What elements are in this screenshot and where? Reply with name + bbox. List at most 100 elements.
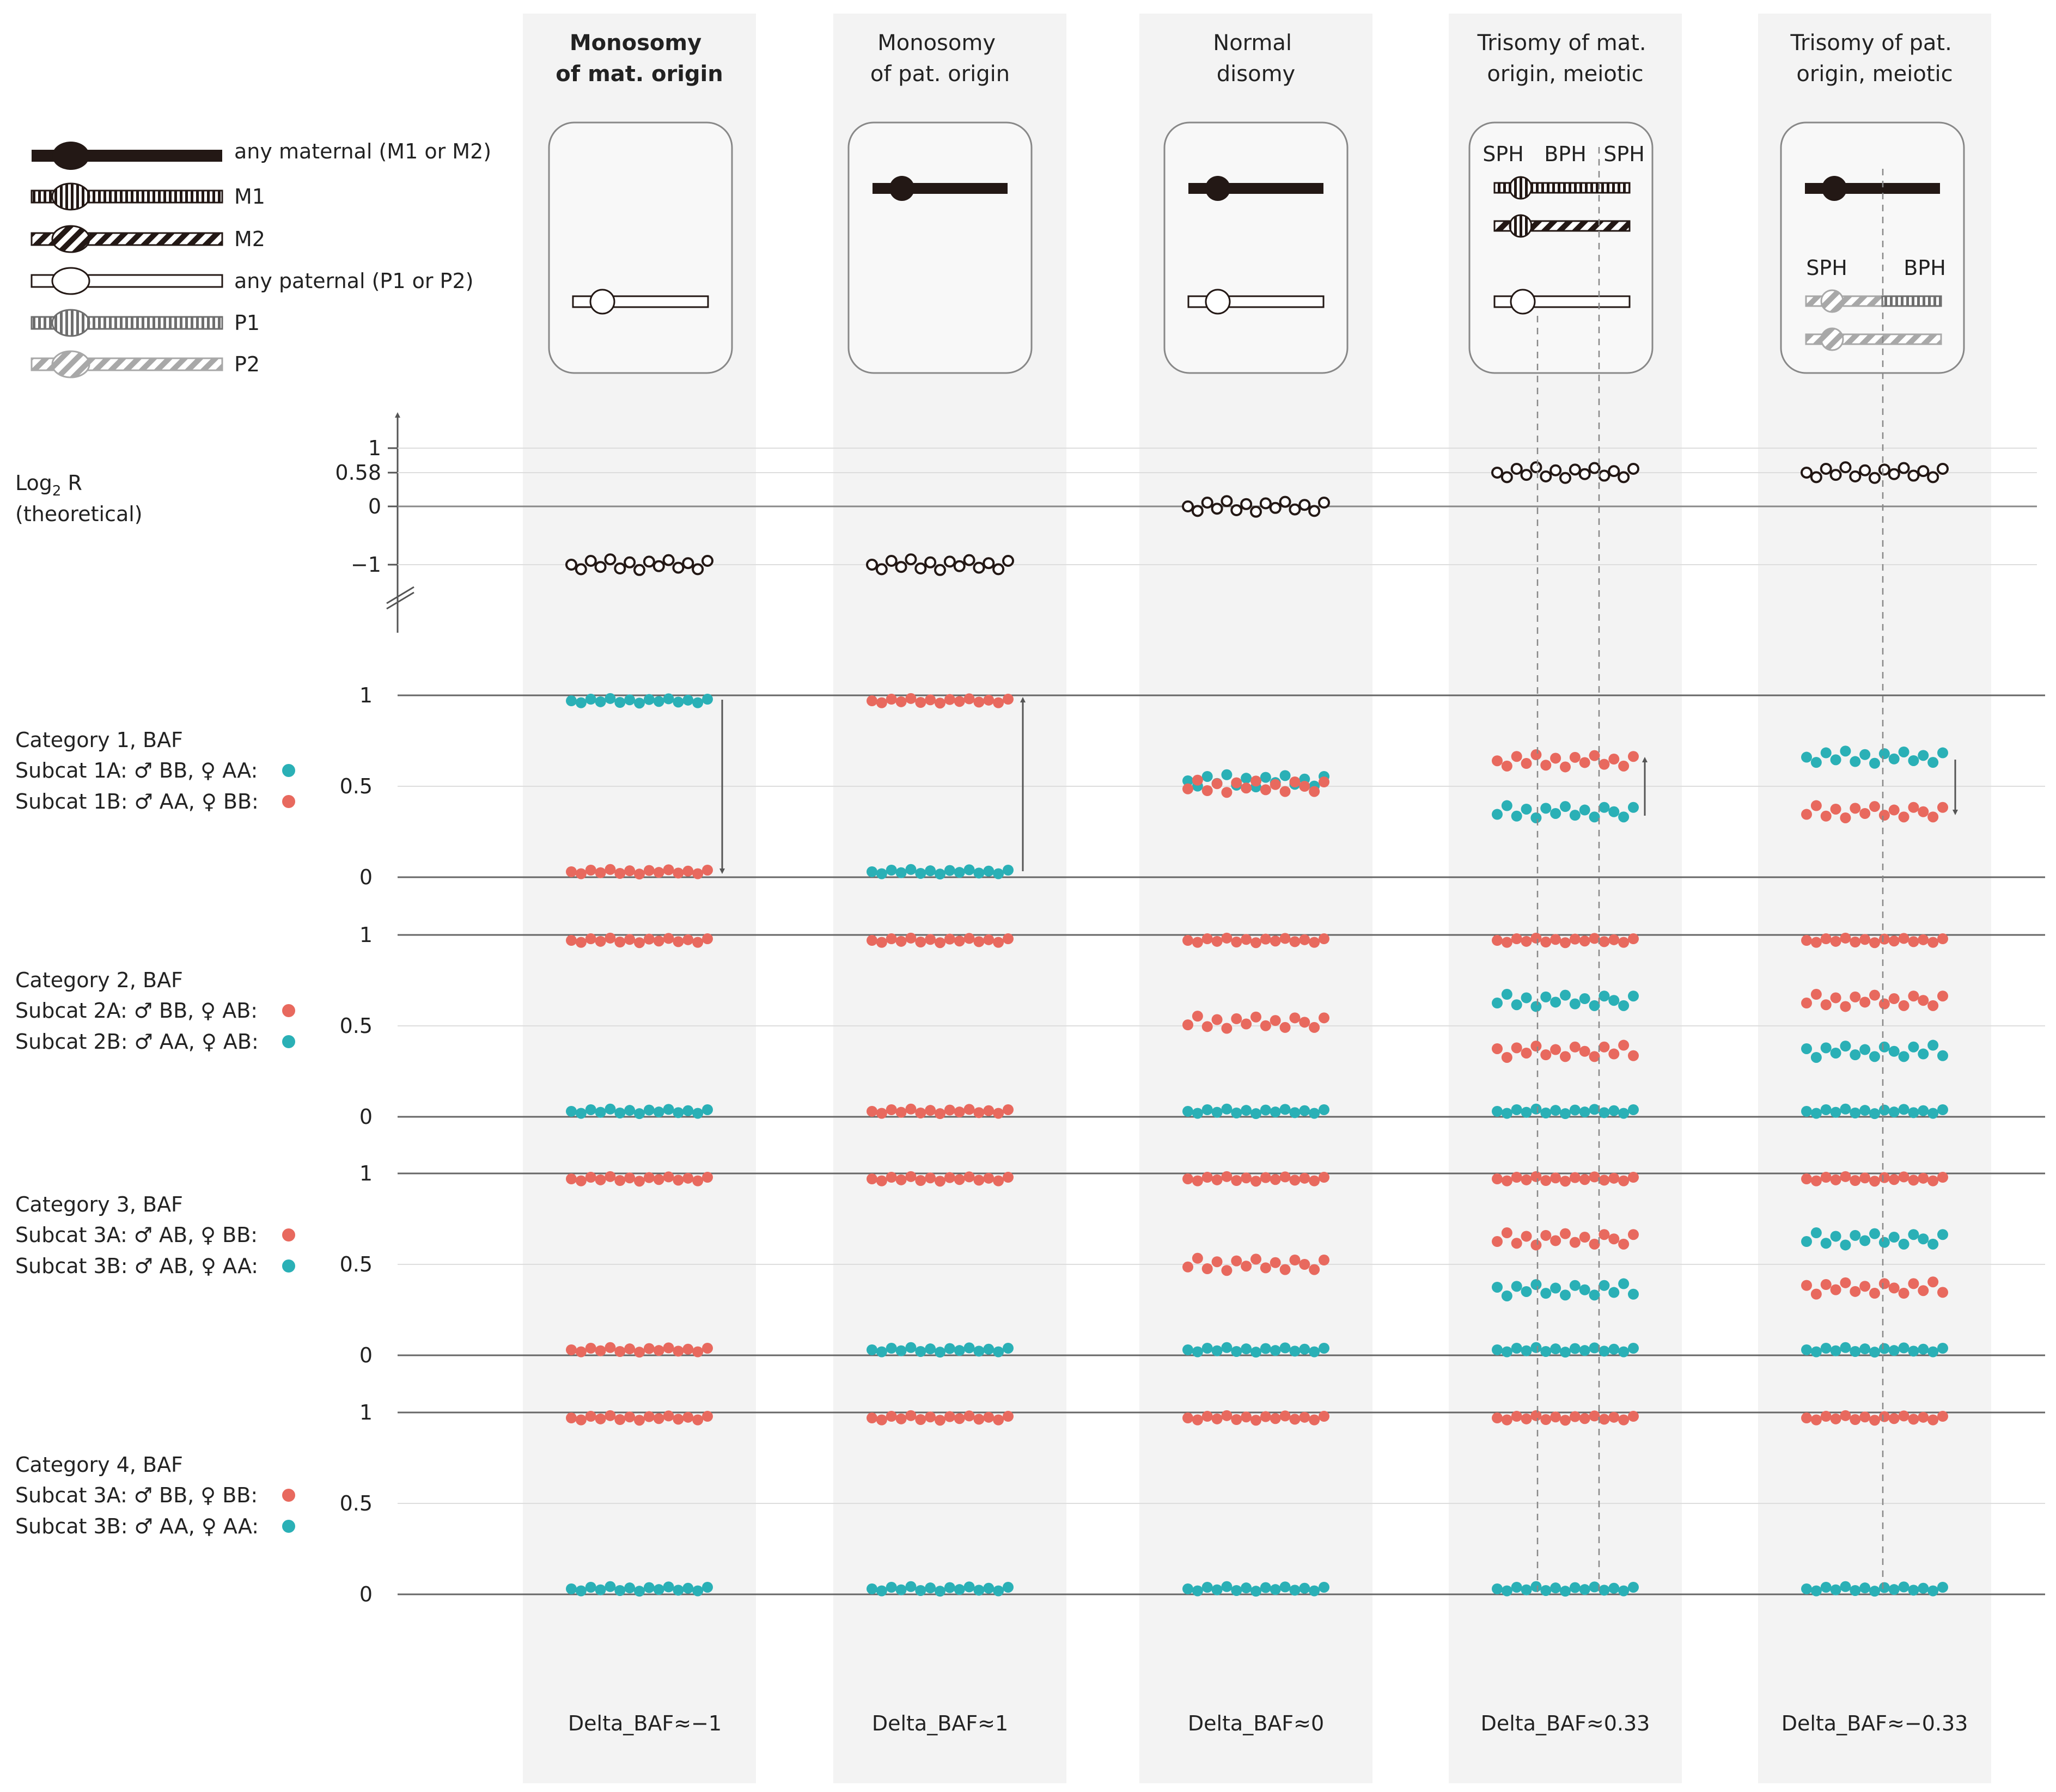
- baf-point: [1201, 785, 1213, 796]
- baf-point: [1850, 991, 1861, 1002]
- baf-point: [1628, 1581, 1639, 1593]
- baf-point: [1888, 1345, 1900, 1356]
- baf-point: [1530, 1171, 1542, 1182]
- chromosome-box-1: [548, 121, 733, 374]
- baf-point: [1918, 1411, 1929, 1423]
- baf-point: [1830, 1284, 1841, 1295]
- baf-tick-label: 0: [359, 1343, 373, 1367]
- baf-point: [1927, 1175, 1939, 1186]
- baf-point: [595, 1174, 606, 1185]
- baf-point: [1501, 1346, 1512, 1357]
- baf-point: [1319, 1581, 1329, 1593]
- log2r-point: [1500, 471, 1513, 484]
- baf-point: [1850, 756, 1861, 767]
- baf-point: [1270, 1174, 1281, 1185]
- baf-point: [1221, 769, 1233, 780]
- baf-point: [1492, 935, 1503, 946]
- baf-point: [915, 1345, 926, 1357]
- baf-point: [1201, 1342, 1213, 1354]
- category-2-subcat-a-swatch: [282, 1004, 295, 1017]
- baf-point: [935, 1415, 945, 1426]
- baf-point: [1569, 1582, 1581, 1593]
- baf-point: [692, 868, 704, 879]
- baf-point: [1840, 1581, 1851, 1592]
- baf-point: [1182, 775, 1193, 786]
- baf-point: [1192, 1011, 1203, 1022]
- baf-point: [1279, 770, 1291, 781]
- baf-point: [1859, 1105, 1871, 1116]
- baf-point: [643, 1411, 655, 1422]
- baf-point: [663, 1581, 674, 1593]
- baf-point: [1550, 996, 1561, 1008]
- log2r-point: [963, 554, 975, 566]
- baf-point: [1908, 1229, 1919, 1240]
- baf-point: [1501, 937, 1512, 948]
- baf-point: [867, 866, 877, 877]
- column-title-3-line2: disomy: [1217, 62, 1295, 87]
- baf-point: [1859, 1582, 1871, 1594]
- baf-point: [1241, 1261, 1252, 1272]
- chromosome-box-frame: [847, 121, 1033, 374]
- baf-point: [876, 1175, 887, 1186]
- log2r-point: [1598, 469, 1610, 482]
- baf-tick-label: 0: [359, 1582, 373, 1606]
- baf-point: [673, 1175, 684, 1186]
- baf-point: [1521, 1231, 1532, 1242]
- baf-point: [702, 1172, 713, 1183]
- category-1-subcat-b-swatch: [282, 795, 295, 808]
- p2-centromere-icon: [1820, 327, 1844, 351]
- baf-point: [1211, 1014, 1223, 1025]
- baf-tick-label: 0: [359, 1105, 373, 1129]
- baf-point: [1810, 937, 1822, 948]
- baf-point: [1569, 1280, 1581, 1291]
- baf-point: [1859, 1044, 1871, 1055]
- baf-point: [1569, 810, 1581, 821]
- baf-point: [1908, 1041, 1919, 1053]
- baf-point: [702, 1104, 713, 1115]
- baf-point: [1918, 934, 1929, 945]
- baf-point: [614, 1107, 626, 1118]
- log2r-point: [1578, 468, 1591, 480]
- log2r-point: [1221, 495, 1233, 507]
- baf-point: [1599, 802, 1610, 813]
- baf-point: [585, 1342, 596, 1354]
- baf-point: [1599, 936, 1610, 947]
- log2r-label-theoretical: (theoretical): [15, 502, 143, 526]
- log2r-point: [992, 563, 1005, 576]
- delta-baf-labels: Delta_BAF≈−1 Delta_BAF≈1 Delta_BAF≈0 Del…: [568, 1711, 1968, 1735]
- baf-point: [1801, 998, 1812, 1009]
- baf-point: [1850, 937, 1861, 948]
- legend: any maternal (M1 or M2) M1 M2 any patern…: [30, 139, 491, 378]
- baf-point: [595, 696, 606, 707]
- baf-point: [1599, 1280, 1610, 1291]
- baf-point: [944, 933, 955, 945]
- baf-point: [614, 1175, 626, 1186]
- log2r-point: [1888, 468, 1900, 480]
- baf-point: [585, 1104, 596, 1115]
- baf-tick-label: 1: [359, 1161, 373, 1185]
- baf-point: [1801, 1043, 1812, 1054]
- baf-point: [886, 1411, 897, 1422]
- baf-point: [1521, 1286, 1532, 1297]
- baf-point: [915, 1414, 926, 1426]
- maternal-centromere-icon: [1205, 176, 1230, 201]
- baf-point: [653, 1174, 664, 1185]
- baf-point: [1492, 1412, 1503, 1424]
- baf-point: [566, 1583, 577, 1594]
- baf-point: [1289, 776, 1301, 787]
- baf-point: [944, 1172, 955, 1183]
- baf-point: [867, 1583, 877, 1594]
- baf-point: [1550, 1235, 1561, 1246]
- baf-point: [1201, 1104, 1213, 1115]
- baf-point: [867, 1412, 877, 1424]
- baf-point: [595, 935, 606, 947]
- baf-point: [1192, 1175, 1203, 1186]
- baf-tick-label: 0.5: [340, 1252, 373, 1276]
- baf-point: [1618, 1108, 1630, 1119]
- baf-point: [1908, 755, 1919, 766]
- baf-point: [605, 864, 616, 875]
- log2r-point: [1859, 464, 1871, 476]
- baf-point: [1618, 811, 1630, 823]
- baf-point: [1859, 1281, 1871, 1292]
- baf-point: [1182, 1019, 1193, 1031]
